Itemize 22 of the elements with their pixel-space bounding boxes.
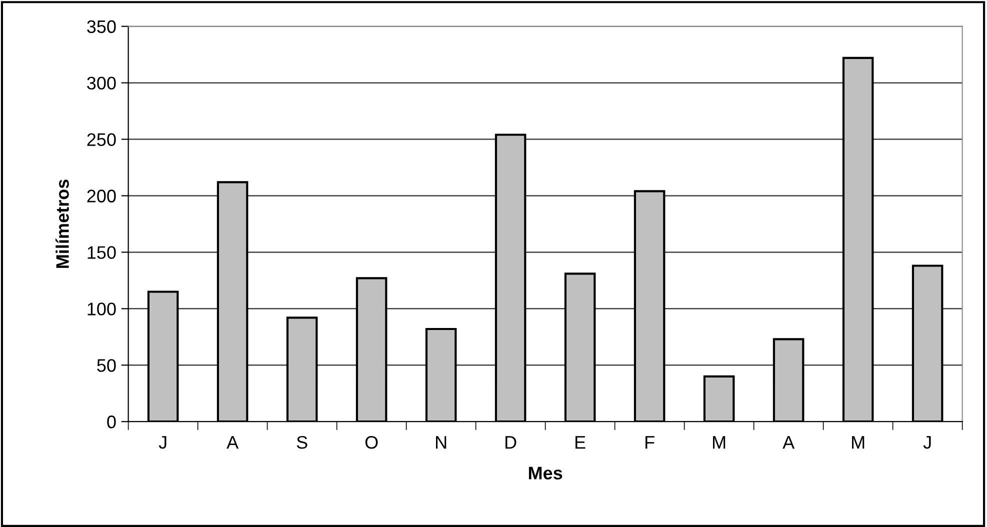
- y-tick-label: 300: [87, 76, 116, 90]
- x-tick-label: M: [852, 436, 864, 449]
- x-tick-label: E: [576, 436, 586, 449]
- y-tick-label: 200: [87, 190, 116, 202]
- y-tick-label: 0: [107, 416, 116, 428]
- x-tick-label: J: [923, 436, 931, 449]
- y-tick-label: 250: [87, 133, 116, 146]
- x-tick-label: D: [506, 436, 516, 449]
- x-axis-title: Mes: [528, 466, 562, 480]
- x-tick-label: N: [436, 436, 446, 449]
- x-tick-label: O: [365, 436, 378, 449]
- y-tick-label: 100: [88, 302, 116, 316]
- y-tick-label: 50: [97, 359, 116, 372]
- y-tick-label: 350: [87, 20, 116, 34]
- x-tick-label: S: [296, 436, 308, 449]
- x-tick-label: J: [158, 436, 166, 449]
- x-tick-label: F: [646, 436, 654, 449]
- x-tick-label: M: [713, 436, 726, 449]
- y-axis-title: Milímetros: [56, 180, 69, 268]
- x-tick-label: A: [226, 436, 239, 449]
- y-tick-label: 150: [88, 246, 116, 259]
- x-tick-label: A: [782, 436, 795, 449]
